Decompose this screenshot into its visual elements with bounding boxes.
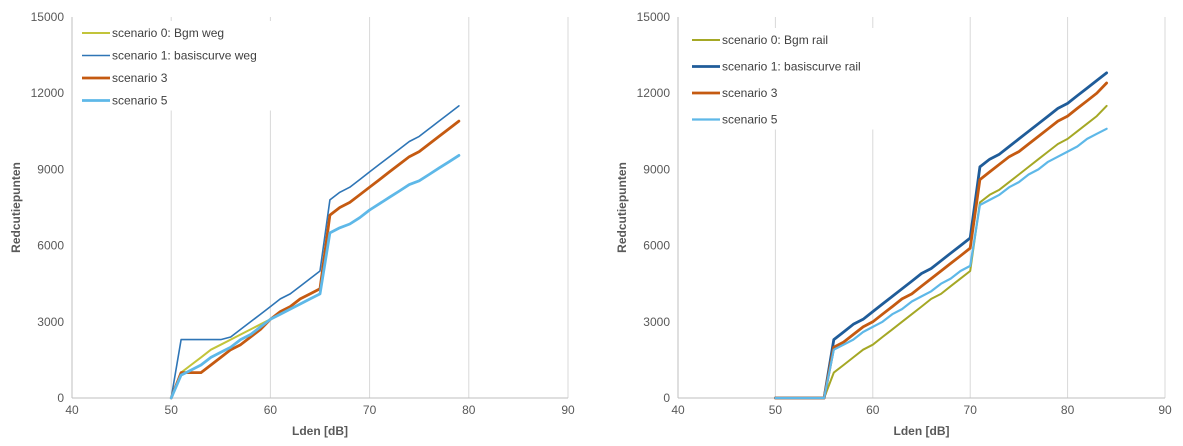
x-tick-label: 50 [769,403,783,417]
y-tick-label: 3000 [643,315,670,329]
series-line-3 [774,81,1108,400]
y-tick-label: 12000 [637,86,671,100]
legend-entry: scenario 0: Bgm rail [722,33,828,47]
legend-entry: scenario 1: basiscurve weg [112,49,257,63]
series-line-4 [774,127,1108,400]
y-tick-label: 9000 [643,162,670,176]
y-tick-label: 9000 [37,162,64,176]
series-line-4 [169,154,461,400]
x-axis-label: Lden [dB] [894,424,950,438]
series-line-2 [774,71,1108,400]
x-tick-label: 40 [671,403,685,417]
y-tick-label: 3000 [37,315,64,329]
y-tick-label: 6000 [37,239,64,253]
x-tick-label: 60 [264,403,278,417]
y-tick-label: 6000 [643,239,670,253]
legend-background [688,28,926,130]
y-tick-label: 15000 [637,10,671,24]
legend-background [78,21,308,111]
x-tick-label: 70 [363,403,377,417]
x-axis-label: Lden [dB] [292,424,348,438]
x-tick-label: 80 [1061,403,1075,417]
legend-entry: scenario 5 [112,94,168,108]
legend: scenario 0: Bgm rail scenario 1: basiscur… [688,28,926,130]
x-tick-label: 70 [964,403,978,417]
series-line-2 [170,105,460,399]
x-tick-label: 50 [165,403,179,417]
chart-1: 40 50 60 70 80 90 0 3000 6000 9000 12000 15000 Lden … [9,10,575,438]
x-tick-label: 90 [561,403,575,417]
series-line-1 [774,104,1108,399]
legend-entry: scenario 0: Bgm weg [112,26,224,40]
legend-entry: scenario 5 [722,113,778,127]
x-tick-label: 80 [462,403,476,417]
y-axis-label: Redcutiepunten [9,162,23,253]
chart-2: 40 50 60 70 80 90 0 3000 6000 9000 12000 15000 Lden … [615,10,1172,438]
legend: scenario 0: Bgm weg scenario 1: basiscurv… [78,21,308,111]
legend-entry: scenario 3 [112,71,168,85]
y-tick-label: 15000 [31,10,65,24]
x-tick-label: 40 [65,403,79,417]
x-tick-label: 60 [866,403,880,417]
series-line-3 [169,119,461,400]
y-tick-label: 0 [663,391,670,405]
legend-entry: scenario 1: basiscurve rail [722,60,861,74]
legend-entry: scenario 3 [722,86,778,100]
y-tick-label: 0 [57,391,64,405]
y-tick-label: 12000 [31,86,65,100]
x-tick-label: 90 [1158,403,1172,417]
y-axis-label: Redcutiepunten [615,162,629,253]
